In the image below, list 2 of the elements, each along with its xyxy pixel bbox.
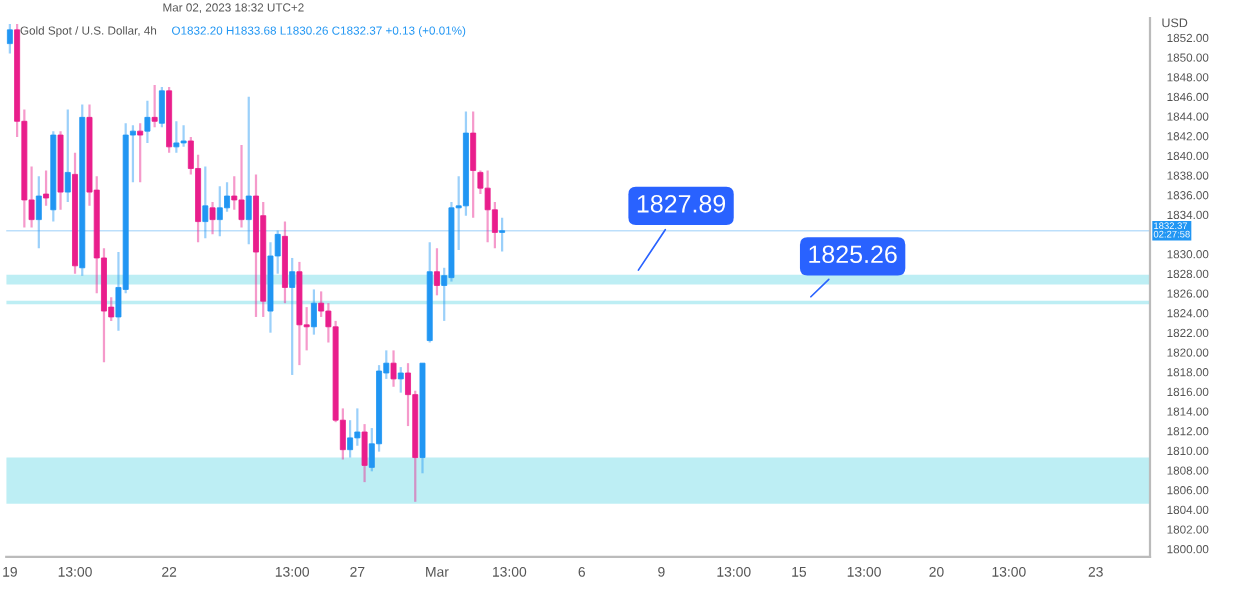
band-label: 1825.26 — [809, 245, 897, 264]
band-label: 1827.89 — [637, 194, 726, 213]
